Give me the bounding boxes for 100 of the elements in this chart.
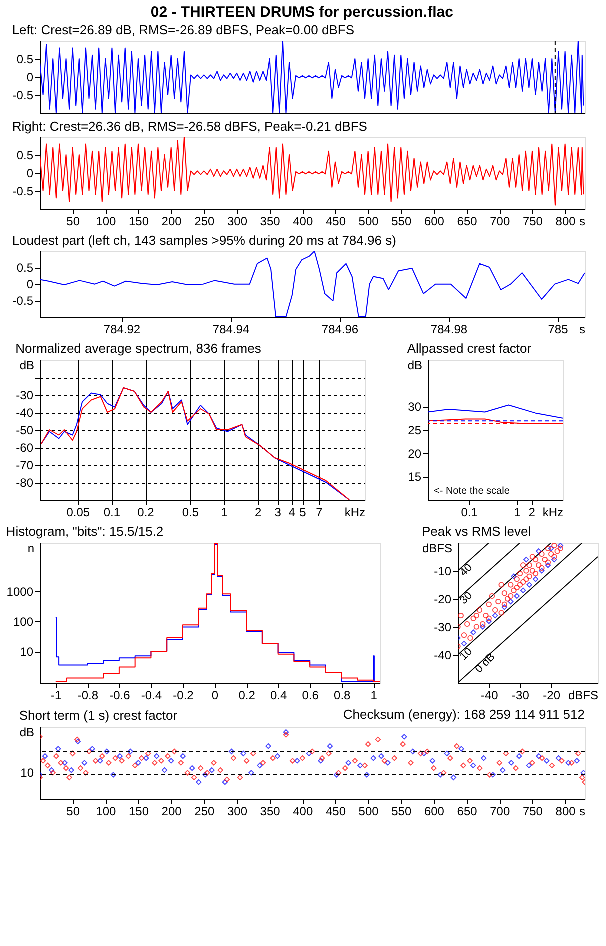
point xyxy=(502,602,508,608)
x-tick-label: 300 xyxy=(227,804,248,818)
y-tick-label: -60 xyxy=(16,441,34,455)
point xyxy=(552,543,558,549)
x-tick-label: 800 xyxy=(556,214,576,228)
point xyxy=(514,576,520,582)
point xyxy=(524,576,530,582)
annotation: <- Note the scale xyxy=(434,486,510,497)
point xyxy=(520,579,526,586)
y-axis-title: dB xyxy=(20,726,34,740)
x-tick-label: 700 xyxy=(490,804,510,818)
chart-title: Loudest part (left ch, 143 samples >95% during 20 ms at 784.96 s) xyxy=(12,233,396,248)
point xyxy=(548,551,554,558)
y-tick-label: 10 xyxy=(20,645,34,659)
x-tick-label: 150 xyxy=(128,214,150,228)
x-tick-label: 784.96 xyxy=(322,322,359,336)
chart-title: 02 - THIRTEEN DRUMS for percussion.flac xyxy=(150,4,454,21)
point xyxy=(554,548,560,554)
point xyxy=(532,576,539,582)
y-tick-label: 20 xyxy=(408,446,422,461)
x-tick-label: 350 xyxy=(260,214,281,228)
y-tick-label: 0 xyxy=(26,166,34,180)
point xyxy=(461,632,468,638)
point xyxy=(530,568,536,574)
point xyxy=(492,612,498,619)
point xyxy=(552,554,558,560)
y-tick-label: -30 xyxy=(16,388,34,402)
x-tick-label: 784.92 xyxy=(104,322,141,336)
point xyxy=(498,610,504,616)
x-tick-label: 750 xyxy=(522,214,544,228)
chart-title: Allpassed crest factor xyxy=(407,341,532,356)
annotation: 30 xyxy=(458,590,476,608)
point xyxy=(508,582,514,588)
y-tick-label: -0.5 xyxy=(12,88,34,102)
y-tick-label: -40 xyxy=(434,648,452,662)
point xyxy=(514,584,520,591)
x-tick-label: 1 xyxy=(221,506,228,520)
x-tick-label: 450 xyxy=(326,214,346,228)
x-tick-label: 400 xyxy=(293,214,314,228)
point xyxy=(496,598,502,605)
x-tick-label: 1 xyxy=(514,506,522,520)
point xyxy=(474,624,480,630)
y-tick-label: -0.5 xyxy=(12,294,34,308)
point xyxy=(517,570,524,577)
x-tick-label: 100 xyxy=(96,804,116,818)
point xyxy=(558,546,564,552)
point xyxy=(470,616,476,622)
point xyxy=(480,621,486,628)
line-series xyxy=(40,41,584,113)
point xyxy=(458,612,464,619)
x-tick-label: -20 xyxy=(543,688,561,702)
point xyxy=(548,546,554,552)
x-tick-label: 550 xyxy=(392,214,412,228)
x-tick-label: 0 xyxy=(212,688,219,702)
chart-subtitle: Left: Crest=26.89 dB, RMS=-26.89 dBFS, Peak=0.00 dBFS xyxy=(12,22,355,38)
point xyxy=(542,556,548,563)
point xyxy=(539,565,545,572)
point xyxy=(545,546,552,552)
point xyxy=(511,574,517,580)
point xyxy=(489,593,496,600)
x-tick-label: -40 xyxy=(480,688,499,702)
x-tick-label: 500 xyxy=(358,214,380,228)
y-tick-label: 0.5 xyxy=(16,261,34,275)
y-tick-label: -80 xyxy=(16,476,34,490)
x-tick-label: -0.8 xyxy=(78,688,99,702)
x-tick-label: 784.94 xyxy=(212,322,250,336)
y-tick-label: -70 xyxy=(16,458,34,472)
x-axis-title: s xyxy=(580,214,586,228)
x-tick-label: 450 xyxy=(326,804,346,818)
point xyxy=(468,635,474,642)
x-tick-label: 0.1 xyxy=(104,506,121,520)
y-tick-label: 0.5 xyxy=(16,148,34,162)
point xyxy=(536,548,542,554)
point xyxy=(504,596,511,602)
x-tick-label: 50 xyxy=(66,214,80,228)
line-series xyxy=(40,137,584,206)
chart-title: Right: Crest=26.36 dB, RMS=-26.58 dBFS, Peak=-0.21 dBFS xyxy=(12,119,368,134)
point xyxy=(532,570,539,577)
line-series xyxy=(40,251,585,317)
x-tick-label: -0.4 xyxy=(141,688,162,702)
point xyxy=(552,556,558,563)
point xyxy=(524,556,530,563)
x-tick-label: 650 xyxy=(457,214,478,228)
x-tick-label: 785 xyxy=(548,322,569,336)
x-tick-label: 1 xyxy=(370,688,378,702)
x-tick-label: -30 xyxy=(512,688,530,702)
x-axis-title: kHz xyxy=(542,506,564,520)
point xyxy=(461,640,468,647)
x-tick-label: 0.2 xyxy=(138,506,155,520)
annotation: 40 xyxy=(458,562,476,580)
x-tick-label: 750 xyxy=(522,804,544,818)
point xyxy=(558,543,564,549)
x-tick-label: 200 xyxy=(162,214,182,228)
chart-title: Peak vs RMS level xyxy=(422,524,532,539)
y-tick-label: 100 xyxy=(13,614,34,629)
x-tick-label: 650 xyxy=(457,804,478,818)
point xyxy=(514,593,520,600)
x-tick-label: 50 xyxy=(66,804,80,818)
x-tick-label: 2 xyxy=(528,506,536,520)
point xyxy=(486,618,492,624)
